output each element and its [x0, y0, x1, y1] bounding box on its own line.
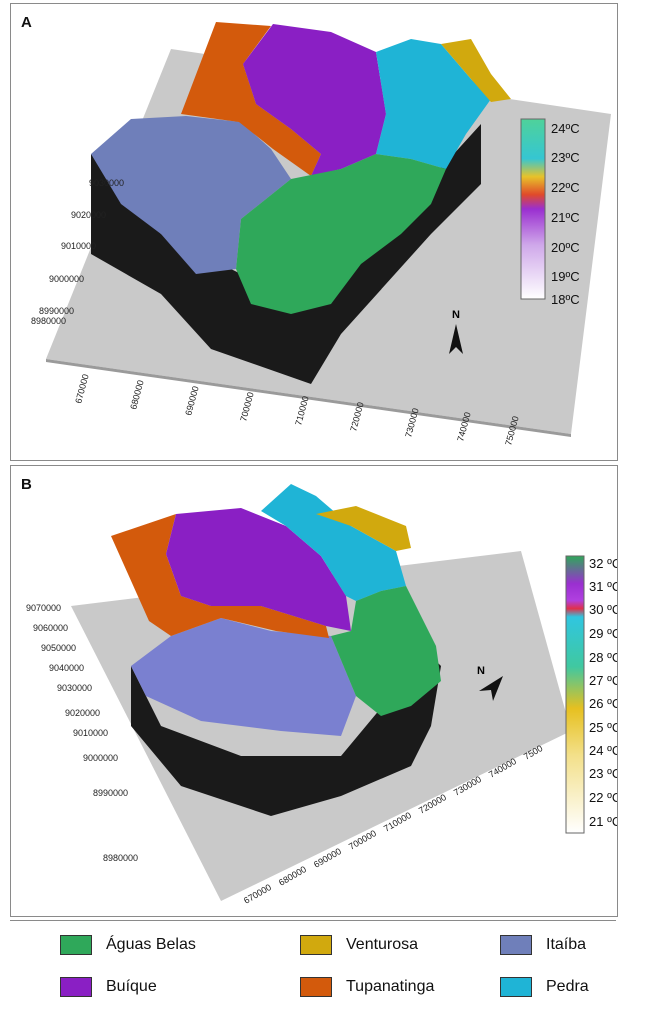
y-tick-a-1: 9030000 [89, 178, 124, 188]
y-tick-b-7: 9010000 [73, 728, 108, 738]
legend-label: Tupanatinga [346, 978, 435, 995]
scale-label-a-3: 22ºC [551, 180, 580, 195]
y-tick-b-3: 9050000 [41, 643, 76, 653]
scale-label-a-2: 23ºC [551, 150, 580, 165]
legend-label: Buíque [106, 978, 157, 995]
legend-swatch [500, 935, 532, 955]
y-tick-b-6: 9020000 [65, 708, 100, 718]
x-tick-a-4: 700000 [238, 391, 255, 423]
scale-label-b-7: 26 ºC [589, 696, 618, 711]
scale-label-b-11: 22 ºC [589, 790, 618, 805]
scale-label-b-9: 24 ºC [589, 743, 618, 758]
north-label-a: N [452, 309, 460, 321]
map-panel-a: A 9030000 9020000 9010000 9000000 899000… [10, 3, 618, 461]
legend-label: Pedra [546, 978, 589, 995]
map-b-graphic: 9070000 9060000 9050000 9040000 9030000 … [26, 484, 585, 906]
region-pedra-a [376, 39, 491, 169]
y-tick-b-10: 8980000 [103, 853, 138, 863]
region-aguas-belas-a [236, 154, 446, 314]
region-buique-b [166, 508, 351, 631]
scale-label-b-6: 27 ºC [589, 673, 618, 688]
y-tick-b-1: 9070000 [26, 603, 61, 613]
legend-item-buique: Buíque [60, 975, 157, 999]
scale-label-a-1: 24ºC [551, 121, 580, 136]
region-itaiba-a [91, 116, 291, 274]
x-tick-a-6: 720000 [348, 401, 365, 433]
region-buique-a [243, 24, 386, 176]
legend-swatch [500, 977, 532, 997]
extrusion-wall-a [91, 124, 481, 384]
north-arrow-icon-a: N [449, 309, 463, 354]
y-tick-a-3: 9010000 [61, 241, 96, 251]
x-tick-a-2: 680000 [128, 379, 145, 411]
y-tick-a-4: 9000000 [49, 274, 84, 284]
legend-item-itaiba: Itaíba [500, 933, 586, 957]
scale-label-b-3: 30 ºC [589, 602, 618, 617]
legend-item-venturosa: Venturosa [300, 933, 418, 957]
region-aguas-belas-b [331, 586, 441, 716]
legend-item-tupanatinga: Tupanatinga [300, 975, 434, 999]
panel-letter-b: B [21, 476, 32, 493]
scale-label-b-1: 32 ºC [589, 556, 618, 571]
y-tick-b-2: 9060000 [33, 623, 68, 633]
map-panel-b: B 9070000 9060000 9050000 9040000 903000… [10, 465, 618, 917]
map-legend: Águas Belas Venturosa Itaíba Buíque Tupa… [10, 920, 616, 1009]
north-label-b: N [477, 665, 485, 677]
y-tick-b-4: 9040000 [49, 663, 84, 673]
scale-label-b-8: 25 ºC [589, 720, 618, 735]
scale-label-b-4: 29 ºC [589, 626, 618, 641]
y-axis-ticks-b: 9070000 9060000 9050000 9040000 9030000 … [26, 603, 138, 863]
y-tick-a-5: 8990000 [39, 306, 74, 316]
scale-label-b-10: 23 ºC [589, 766, 618, 781]
region-tupanatinga-a [181, 22, 321, 176]
legend-swatch [300, 977, 332, 997]
legend-item-aguas-belas: Águas Belas [60, 933, 196, 957]
region-venturosa-a [441, 39, 511, 102]
color-bar-b [565, 555, 585, 834]
scale-label-b-2: 31 ºC [589, 579, 618, 594]
y-tick-b-5: 9030000 [57, 683, 92, 693]
region-pedra-b [261, 484, 406, 601]
legend-label: Águas Belas [106, 936, 196, 953]
region-tupanatinga-b [111, 514, 329, 638]
map-a-graphic: 9030000 9020000 9010000 9000000 8990000 … [31, 22, 611, 447]
y-tick-b-8: 9000000 [83, 753, 118, 763]
color-bar-a [520, 118, 546, 300]
region-venturosa-b [316, 506, 411, 551]
scale-label-b-5: 28 ºC [589, 650, 618, 665]
x-tick-a-5: 710000 [293, 395, 310, 427]
y-tick-a-2: 9020000 [71, 210, 106, 220]
x-tick-a-3: 690000 [183, 385, 200, 417]
scale-label-a-7: 18ºC [551, 292, 580, 307]
y-tick-b-9: 8990000 [93, 788, 128, 798]
scale-label-a-4: 21ºC [551, 210, 580, 225]
legend-swatch [60, 977, 92, 997]
scale-label-a-5: 20ºC [551, 240, 580, 255]
scale-label-b-12: 21 ºC [589, 814, 618, 829]
x-tick-a-1: 670000 [73, 373, 90, 405]
extrusion-wall-b [131, 646, 441, 816]
legend-item-pedra: Pedra [500, 975, 589, 999]
legend-label: Itaíba [546, 936, 587, 953]
region-itaiba-b [131, 618, 356, 736]
legend-label: Venturosa [346, 936, 419, 953]
legend-swatch [300, 935, 332, 955]
panel-letter-a: A [21, 14, 32, 31]
scale-label-a-6: 19ºC [551, 269, 580, 284]
legend-swatch [60, 935, 92, 955]
y-tick-a-6: 8980000 [31, 316, 66, 326]
north-arrow-icon-b: N [477, 665, 503, 701]
y-axis-ticks-a: 9030000 9020000 9010000 9000000 8990000 … [31, 178, 124, 326]
